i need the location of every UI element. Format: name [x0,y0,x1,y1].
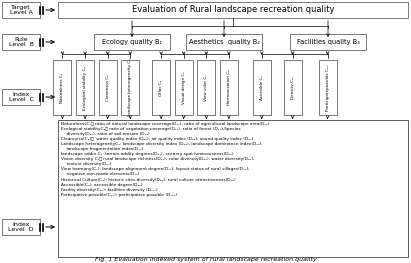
Text: Olfac C₅: Olfac C₅ [159,79,163,96]
Bar [290,34,366,50]
Text: Ecology quality B₁: Ecology quality B₁ [102,39,162,45]
Text: Facilities quality B₃: Facilities quality B₃ [297,39,359,45]
Bar [175,60,193,115]
Bar [58,120,408,257]
Text: Harmonization C₈: Harmonization C₈ [227,70,231,105]
Text: Index
Level  D: Index Level D [8,222,34,232]
Bar [186,34,262,50]
Bar [2,34,40,50]
Bar [53,60,72,115]
Bar [121,60,139,115]
Bar [2,219,40,235]
Bar [284,60,302,115]
Text: Index
Level  C: Index Level C [9,92,34,102]
Text: Density C₁₀: Density C₁₀ [291,76,295,99]
Bar [319,60,337,115]
Text: Cleanness C₃: Cleanness C₃ [106,74,110,101]
Text: Target
Level A: Target Level A [9,4,32,16]
Bar [152,60,170,115]
Bar [197,60,215,115]
Bar [58,2,408,18]
Text: Landscape heterogeneity C₄: Landscape heterogeneity C₄ [128,59,132,117]
Text: Participatepossible C₁₁: Participatepossible C₁₁ [326,64,330,110]
Bar [2,2,40,18]
Text: Aesthetics  quality B₂: Aesthetics quality B₂ [189,39,259,45]
Text: Ecological stability C₂: Ecological stability C₂ [83,65,87,109]
Text: Evaluation of Rural landscape recreation quality: Evaluation of Rural landscape recreation… [132,6,334,14]
Text: Naturalness C₁: Naturalness C₁ [60,72,65,103]
Text: Accesible C₉: Accesible C₉ [260,75,264,100]
Text: Rule
Level  B: Rule Level B [9,37,33,47]
Bar [220,60,238,115]
Bar [76,60,94,115]
Bar [94,34,170,50]
Text: Visual design C₆: Visual design C₆ [182,71,186,104]
Text: Fig. 1 Evaluation indexed system of rural landscape recreation quality: Fig. 1 Evaluation indexed system of rura… [95,257,316,262]
Bar [253,60,271,115]
Text: NaturalnessC₁： ratio of natural landscape coverage(D₁₁), ratio of agricultural l: NaturalnessC₁： ratio of natural landscap… [61,122,269,197]
Text: View color C₇: View color C₇ [204,74,208,101]
Bar [2,89,40,105]
Bar [99,60,117,115]
